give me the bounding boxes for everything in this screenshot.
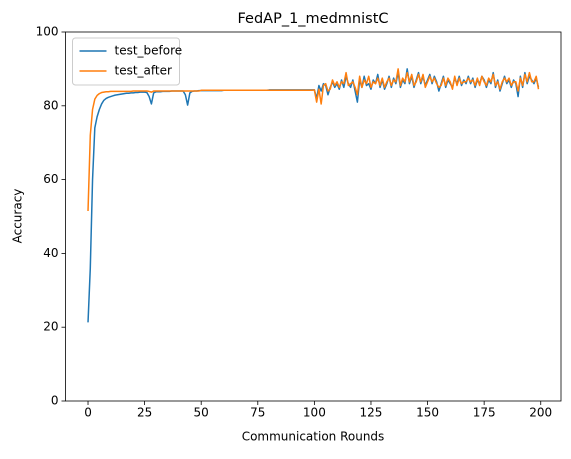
y-axis-label: Accuracy [11,189,25,244]
x-tick-label: 0 [84,406,92,420]
x-tick-label: 100 [303,406,326,420]
series-line [87,68,540,211]
legend-label: test_after [115,64,173,78]
x-tick-label: 125 [360,406,383,420]
x-axis-label: Communication Rounds [242,430,385,444]
y-tick-label: 100 [36,25,59,39]
plot-frame [65,31,562,402]
x-tick-label: 150 [416,406,439,420]
y-tick-label: 20 [43,320,58,334]
legend-box [72,37,180,86]
y-tick-label: 80 [43,98,58,112]
series-line [87,68,540,323]
x-tick-label: 75 [250,406,265,420]
x-tick-label: 175 [473,406,496,420]
chart-title: FedAP_1_medmnistC [237,11,388,27]
x-tick-label: 25 [137,406,152,420]
y-tick-label: 0 [51,394,59,408]
x-tick-label: 50 [194,406,209,420]
y-tick-label: 40 [43,246,58,260]
x-tick-label: 200 [529,406,552,420]
y-tick-label: 60 [43,172,58,186]
legend-label: test_before [115,44,183,58]
legend: test_before test_after [72,37,183,86]
